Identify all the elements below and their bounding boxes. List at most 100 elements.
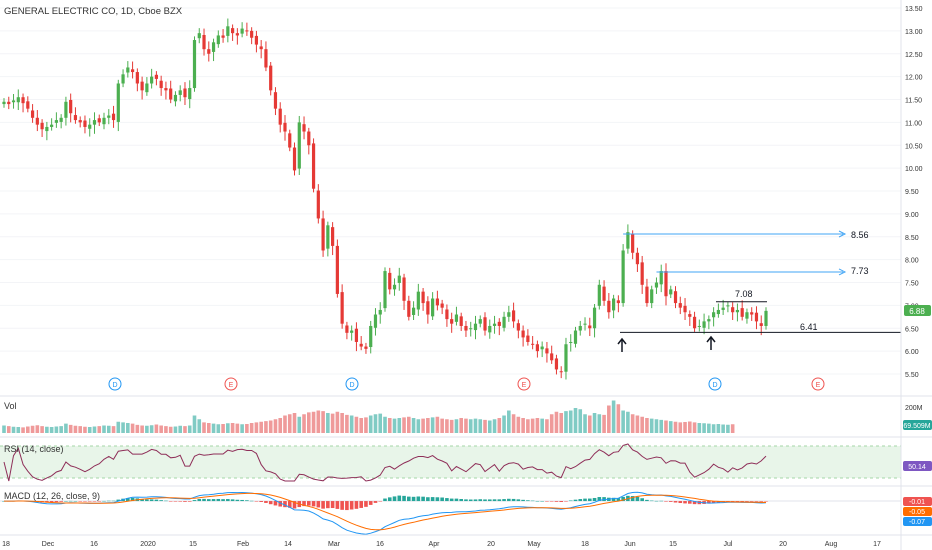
volume-bar bbox=[54, 426, 59, 433]
up-arrow-head-icon bbox=[706, 335, 716, 343]
dividend-marker[interactable] bbox=[345, 377, 359, 391]
candle-body bbox=[526, 335, 530, 342]
candle-body bbox=[664, 271, 668, 297]
macd-pane[interactable] bbox=[0, 491, 901, 535]
last-price-label: 6.88 bbox=[909, 307, 925, 316]
volume-pane[interactable] bbox=[2, 400, 735, 434]
candle-body bbox=[592, 307, 597, 329]
candle-body bbox=[716, 309, 720, 315]
last-price-badge bbox=[904, 305, 931, 316]
time-tick-label: 20 bbox=[779, 541, 787, 548]
candle-body bbox=[464, 325, 468, 331]
earnings-marker[interactable] bbox=[517, 377, 531, 391]
candle-body bbox=[392, 284, 397, 290]
macd-histogram-bar bbox=[592, 497, 597, 502]
macd-histogram-bar bbox=[145, 499, 149, 502]
macd-histogram-bar bbox=[116, 499, 121, 502]
macd-histogram-bar bbox=[102, 500, 106, 502]
volume-bar bbox=[259, 421, 263, 433]
level-641-label: 6.41 bbox=[800, 322, 818, 332]
volume-bar bbox=[435, 416, 440, 433]
candle-body bbox=[516, 323, 520, 331]
candle-body bbox=[712, 312, 716, 318]
volume-bar bbox=[59, 426, 63, 433]
macd-histogram-bar bbox=[407, 496, 411, 502]
volume-bar bbox=[140, 425, 144, 433]
macd-histogram-bar bbox=[283, 501, 287, 508]
volume-bar bbox=[64, 423, 68, 433]
candle-body bbox=[102, 117, 106, 125]
candle-body bbox=[297, 122, 301, 169]
volume-bar bbox=[106, 425, 111, 433]
candle-body bbox=[578, 325, 582, 331]
macd-histogram-bar bbox=[511, 498, 516, 502]
macd-histogram-bar bbox=[616, 498, 621, 502]
volume-bar bbox=[49, 427, 54, 433]
macd-histogram-bar bbox=[516, 499, 521, 502]
earnings-marker[interactable] bbox=[224, 377, 238, 391]
candle-body bbox=[645, 286, 649, 304]
candle-body bbox=[21, 97, 25, 104]
candle-body bbox=[683, 305, 687, 313]
macd-histogram-bar bbox=[468, 499, 473, 502]
macd-histogram-bar bbox=[487, 499, 492, 502]
level-856-label: 8.56 bbox=[851, 230, 869, 240]
candle-body bbox=[559, 371, 563, 373]
volume-bar bbox=[302, 414, 306, 433]
rsi-pane[interactable] bbox=[0, 443, 901, 482]
volume-bar bbox=[459, 418, 463, 433]
volume-bar bbox=[287, 414, 292, 433]
macd-histogram-bar bbox=[302, 501, 306, 507]
dividend-marker[interactable] bbox=[108, 377, 122, 391]
rsi-badge bbox=[903, 461, 932, 471]
volume-badge bbox=[903, 420, 932, 430]
candle-body bbox=[211, 42, 216, 52]
macd-histogram-bar bbox=[678, 501, 683, 504]
volume-bar bbox=[478, 419, 483, 433]
macd-histogram-bar bbox=[206, 499, 211, 502]
volume-bar bbox=[726, 424, 730, 433]
macd-histogram-bar bbox=[445, 498, 449, 502]
macd-histogram-bar bbox=[349, 501, 354, 510]
volume-bar bbox=[549, 414, 554, 433]
macd-histogram-bar bbox=[259, 501, 263, 502]
volume-bar bbox=[240, 424, 244, 433]
volume-bar bbox=[716, 424, 721, 433]
candle-body bbox=[273, 92, 278, 109]
candle-body bbox=[440, 303, 444, 308]
macd-title: MACD (12, 26, close, 9) bbox=[4, 491, 100, 501]
earnings-marker[interactable] bbox=[811, 377, 825, 391]
volume-bar bbox=[216, 424, 221, 433]
volume-bar bbox=[483, 419, 487, 433]
candle-body bbox=[445, 309, 449, 320]
candle-body bbox=[502, 316, 506, 328]
candle-body bbox=[631, 234, 635, 253]
candle-body bbox=[511, 310, 516, 322]
time-axis[interactable]: 18 Dec 16 2020 15 Feb 14 Mar 16 Apr 20 May 18 Jun 15 Ju… bbox=[2, 541, 881, 548]
candle-body bbox=[692, 316, 697, 329]
candle-body bbox=[11, 100, 16, 103]
volume-bar bbox=[454, 419, 459, 433]
price-tick-label: 5.50 bbox=[905, 372, 919, 379]
volume-bar bbox=[621, 410, 625, 433]
candle-body bbox=[340, 292, 344, 324]
macd-histogram-bar bbox=[430, 497, 435, 502]
volume-bar bbox=[168, 426, 173, 433]
candle-body bbox=[64, 101, 68, 118]
volume-bar bbox=[126, 423, 130, 433]
macd-histogram-bar bbox=[711, 501, 716, 504]
volume-bar bbox=[11, 426, 16, 433]
volume-bar bbox=[349, 415, 354, 433]
volume-bar bbox=[173, 426, 178, 433]
up-arrow-head-icon bbox=[617, 337, 627, 345]
price-tick-label: 13.00 bbox=[905, 29, 923, 36]
dividend-marker[interactable] bbox=[708, 377, 722, 391]
candle-body bbox=[188, 88, 192, 100]
time-tick-label: Mar bbox=[328, 541, 341, 548]
candle-body bbox=[731, 307, 735, 313]
macd-badge-signal-label: -0.05 bbox=[909, 509, 925, 516]
candle-body bbox=[564, 344, 568, 372]
